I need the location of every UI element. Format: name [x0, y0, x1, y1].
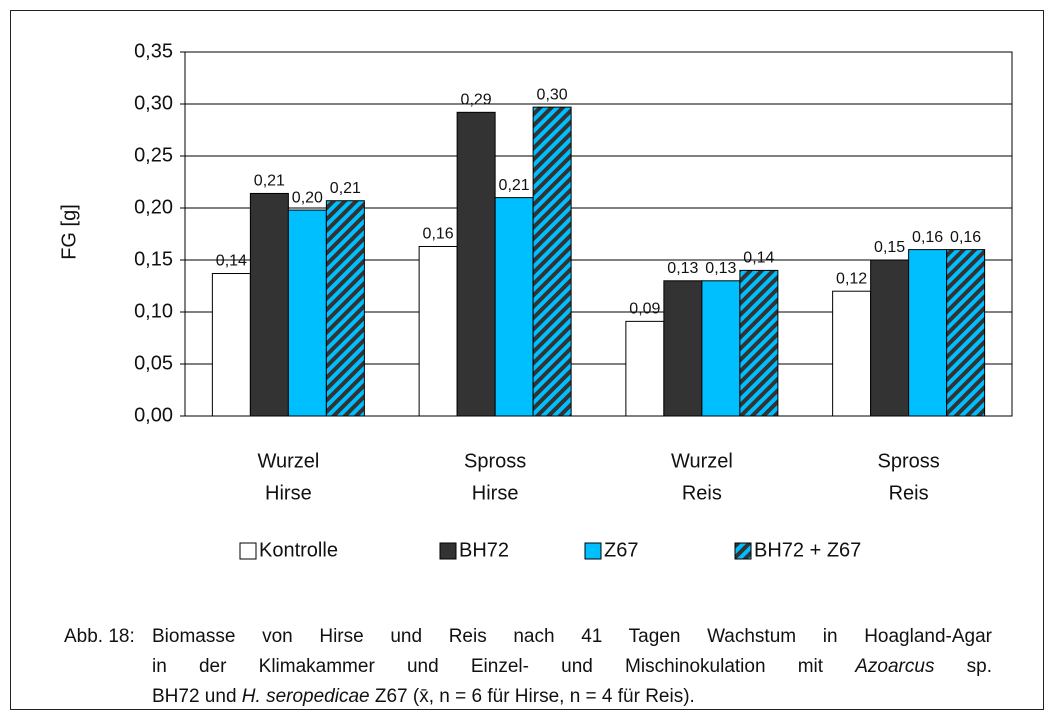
bar	[456, 111, 496, 417]
caption-segment: Biomasse von Hirse und Reis nach 41 Tage…	[152, 626, 992, 647]
caption-text: Biomasse von Hirse und Reis nach 41 Tage…	[152, 622, 992, 712]
y-axis-label: FG [g]	[58, 204, 80, 260]
x-tick-label: Reis	[682, 482, 722, 504]
bar	[325, 200, 365, 417]
caption-line: Biomasse von Hirse und Reis nach 41 Tage…	[152, 622, 992, 652]
data-label: 0,13	[705, 260, 736, 277]
data-label: 0,09	[629, 301, 660, 318]
caption-segment: Z67 (x̄, n = 6 für Hirse, n = 4 für Reis…	[369, 686, 695, 707]
caption-segment: in der Klimakammer und Einzel- und Misch…	[152, 656, 856, 677]
x-tick-label: Spross	[464, 450, 526, 472]
data-label: 0,21	[499, 177, 530, 194]
bar	[532, 106, 572, 417]
bar	[287, 209, 327, 417]
bar	[870, 259, 910, 417]
data-label: 0,15	[874, 239, 905, 256]
y-tick-label: 0,00	[134, 404, 173, 426]
legend-swatch	[734, 542, 752, 560]
plot-frame	[184, 51, 1013, 417]
data-label: 0,30	[537, 86, 568, 103]
data-label: 0,21	[254, 173, 285, 190]
bar	[249, 192, 289, 417]
data-label: 0,16	[912, 229, 943, 246]
x-tick-label: Hirse	[265, 482, 312, 504]
legend-label: BH72 + Z67	[754, 539, 861, 561]
x-tick-label: Wurzel	[671, 450, 733, 472]
caption-segment: sp.	[934, 656, 992, 677]
legend-label: Z67	[604, 539, 638, 561]
y-tick-label: 0,05	[134, 352, 173, 374]
caption-segment: Azoarcus	[855, 656, 935, 677]
y-tick-label: 0,30	[134, 92, 173, 114]
bar	[701, 280, 741, 417]
figure-frame	[10, 10, 1044, 710]
bar	[625, 320, 665, 417]
data-label: 0,29	[461, 92, 492, 109]
data-label: 0,20	[292, 189, 323, 206]
data-label: 0,16	[950, 229, 981, 246]
y-tick-label: 0,10	[134, 300, 173, 322]
legend-swatch	[584, 542, 602, 560]
caption-label: Abb. 18:	[64, 626, 135, 647]
bar	[946, 249, 986, 417]
y-tick-label: 0,20	[134, 196, 173, 218]
bar	[418, 245, 458, 417]
caption-line: in der Klimakammer und Einzel- und Misch…	[152, 652, 992, 682]
y-tick-label: 0,15	[134, 248, 173, 270]
x-tick-label: Reis	[889, 482, 929, 504]
data-label: 0,21	[330, 180, 361, 197]
bar	[832, 290, 872, 417]
bar	[494, 197, 534, 417]
bar	[663, 280, 703, 417]
caption-segment: BH72 und	[152, 686, 242, 707]
x-tick-label: Hirse	[472, 482, 519, 504]
bar	[211, 273, 251, 417]
legend-label: BH72	[459, 539, 509, 561]
data-label: 0,13	[667, 260, 698, 277]
x-tick-label: Wurzel	[257, 450, 319, 472]
data-label: 0,12	[836, 270, 867, 287]
legend-label: Kontrolle	[259, 539, 338, 561]
data-label: 0,16	[423, 226, 454, 243]
caption-line: BH72 und H. seropedicae Z67 (x̄, n = 6 f…	[152, 682, 992, 712]
chart: FG [g] 0,00 0,05 0,10 0,15 0,20 0,25 0,30 0,35 W…	[58, 40, 1013, 561]
y-tick-label: 0,25	[134, 144, 173, 166]
legend-swatch	[239, 542, 257, 560]
x-tick-label: Spross	[878, 450, 940, 472]
caption-segment: H. seropedicae	[241, 686, 370, 707]
data-label: 0,14	[216, 253, 247, 270]
y-tick-label: 0,35	[134, 40, 173, 62]
bar	[908, 249, 948, 417]
bar	[739, 269, 779, 417]
legend-swatch	[439, 542, 457, 560]
data-label: 0,14	[743, 250, 774, 267]
